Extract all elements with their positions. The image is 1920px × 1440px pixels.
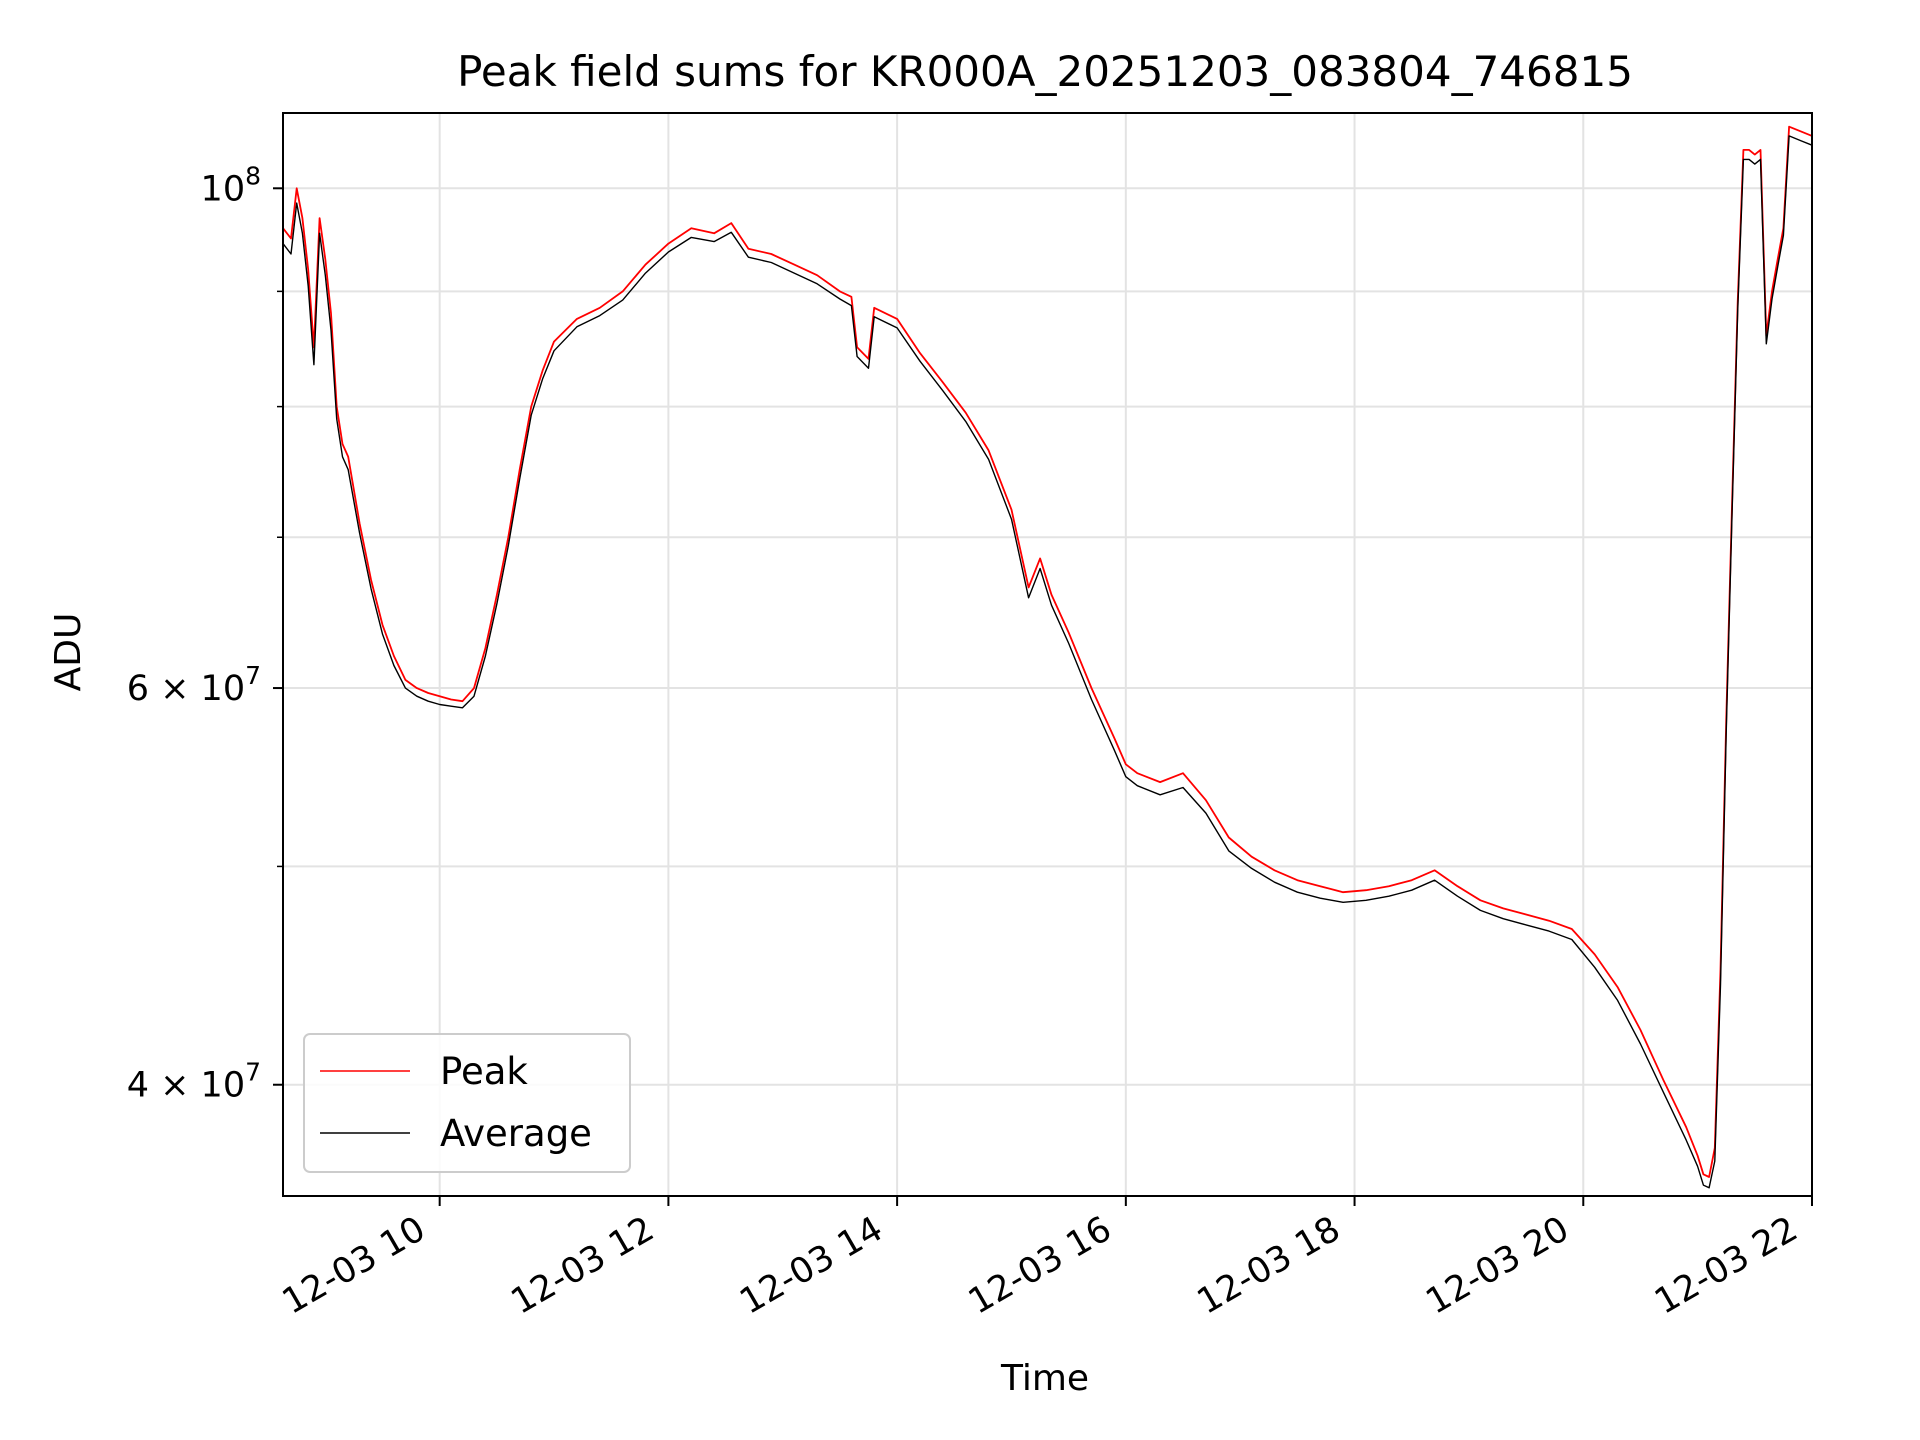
y-tick-label-base: 4 × 10: [127, 1066, 245, 1106]
legend-label-average: Average: [440, 1112, 592, 1155]
y-tick-label: 4 × 107: [127, 1058, 261, 1106]
series-line-average: [282, 135, 1813, 1189]
axes: [273, 112, 1813, 1206]
y-tick-label: 6 × 107: [127, 661, 261, 709]
y-tick-label: 108: [201, 161, 261, 209]
y-tick-label-exponent: 8: [245, 161, 261, 190]
plot-area: [282, 125, 1813, 1189]
y-tick-label-base: 6 × 10: [127, 669, 245, 709]
x-axis-title: Time: [1000, 1358, 1089, 1399]
legend: Peak Average: [303, 1033, 631, 1173]
gridlines: [283, 113, 1813, 1196]
y-axis-title: ADU: [48, 613, 89, 692]
y-tick-label-exponent: 7: [245, 1058, 261, 1087]
axes-frame: [282, 112, 1813, 1197]
y-tick-label-exponent: 7: [245, 661, 261, 690]
legend-box: [303, 1033, 631, 1173]
y-tick-label-base: 10: [201, 169, 246, 209]
series-line-peak: [282, 125, 1813, 1178]
chart-title: Peak field sums for KR000A_20251203_0838…: [457, 47, 1633, 96]
legend-label-peak: Peak: [440, 1050, 528, 1093]
